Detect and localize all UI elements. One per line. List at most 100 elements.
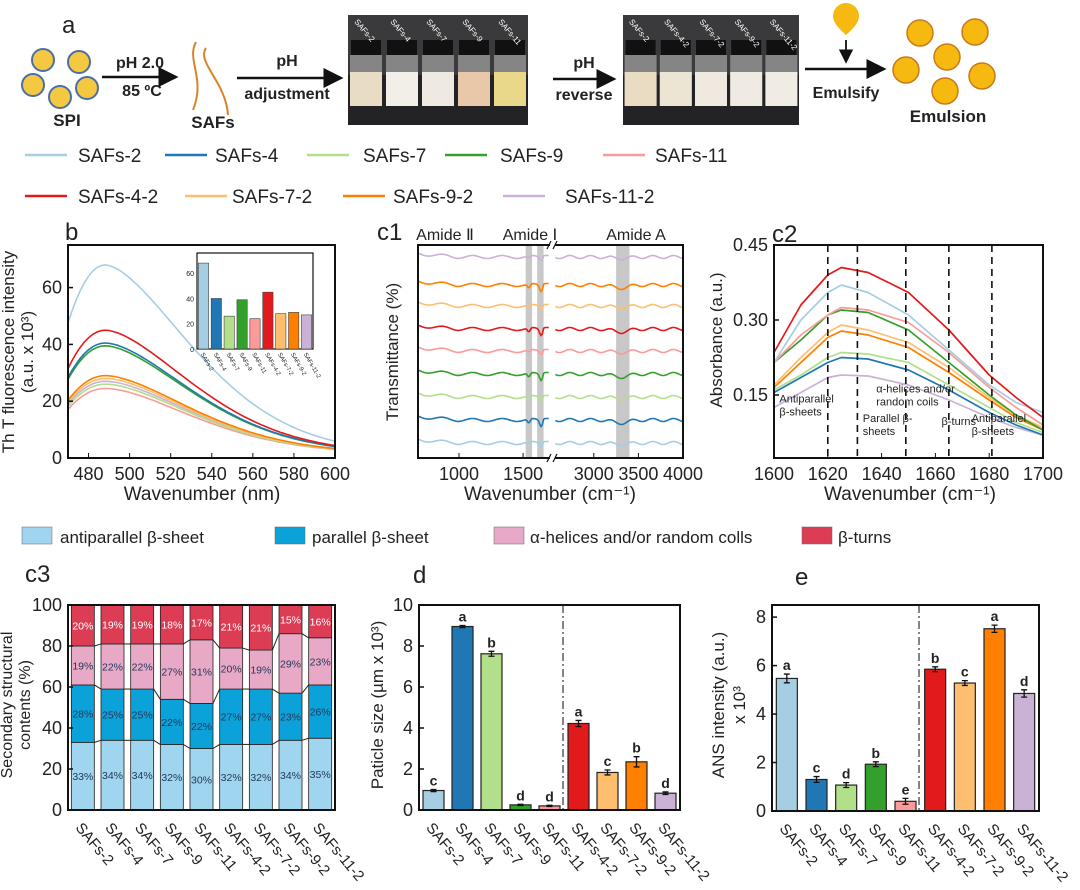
- segment-value-label: 21%: [221, 622, 242, 634]
- trace-SAFs-9: [417, 369, 549, 382]
- x-axis-label: Wavenumber (nm): [124, 484, 281, 505]
- y-tick-label: 8: [756, 607, 766, 627]
- segment-value-label: 31%: [191, 667, 212, 679]
- curve-SAFs-11-2: [773, 374, 1044, 436]
- inset-x-tick-label: SAFs-11-2: [302, 352, 322, 380]
- y-tick-label: 0: [52, 800, 62, 820]
- segment-value-label: 25%: [132, 710, 153, 722]
- segment-value-label: 15%: [280, 614, 301, 626]
- segment-value-label: 32%: [221, 772, 242, 784]
- band-annotation: β-turns: [942, 416, 977, 428]
- spi-particle: [67, 50, 91, 74]
- segment-value-label: 32%: [250, 772, 271, 784]
- segment-value-label: 27%: [250, 712, 271, 724]
- x-tick-label: 560: [238, 464, 268, 484]
- segment-value-label: 22%: [191, 721, 212, 733]
- vial-liquid: [624, 72, 657, 106]
- segment-value-label: 16%: [310, 616, 331, 628]
- plot-frame: [67, 244, 336, 459]
- inset-bar-SAFs-2: [197, 262, 209, 350]
- vial-liquid: [765, 72, 798, 106]
- error-bar: [662, 791, 669, 796]
- legend-label: SAFs-11-2: [565, 187, 654, 208]
- error-bar: [991, 624, 998, 634]
- panel-c3-secondary-structure: c3 33% 28% 19% 20% 34% 25% 22% 19% 34% 25% 22% 19% 32…: [0, 561, 367, 885]
- segment-connector: [183, 698, 191, 704]
- segment-connector: [183, 639, 191, 645]
- y-tick-label: 4: [756, 704, 766, 724]
- significance-letter: a: [991, 608, 999, 624]
- error-bar: [813, 775, 820, 784]
- trace-SAFs-4: [417, 415, 549, 428]
- vial-cap: [351, 40, 381, 55]
- emulsion-droplet: [906, 19, 934, 47]
- x-tick-label: 3500: [618, 464, 658, 484]
- segment-connector: [212, 688, 221, 704]
- error-bar: [459, 624, 466, 629]
- band-annotation: Antiparallel: [972, 413, 1026, 425]
- inset-bar-SAFs-9-2: [288, 312, 300, 350]
- bar-SAFs-2: [775, 677, 798, 812]
- x-tick-label: 1500: [503, 464, 543, 484]
- trace-SAFs-7-2: [555, 303, 684, 310]
- segment-value-label: 19%: [72, 660, 93, 672]
- x-tick-label: 3000: [574, 464, 614, 484]
- spi-label: SPI: [53, 111, 80, 130]
- y-tick-label: 60: [42, 677, 62, 697]
- significance-letter: b: [931, 650, 940, 666]
- panel-label-c3: c3: [25, 561, 50, 588]
- segment-connector: [242, 647, 250, 651]
- oil-droplet-icon: [833, 3, 859, 35]
- curve-SAFs-9-2: [67, 374, 336, 450]
- structure-legend-label: parallel β-sheet: [312, 528, 429, 547]
- band-annotation: β-sheets: [779, 407, 822, 419]
- trace-SAFs-7: [417, 392, 549, 402]
- band-annotation: α-helices and/or: [876, 384, 955, 396]
- significance-letter: d: [661, 775, 670, 791]
- bar-SAFs-4-2: [567, 722, 590, 811]
- y-axis-label: Transmittance (%): [383, 283, 402, 421]
- significance-letter: c: [604, 753, 612, 769]
- y-tick-label: 4: [403, 718, 413, 738]
- panel-e-ans-intensity: eac dbebcad02468SAFs-2SAFs-4SAFs-7SAFs-9S…: [709, 564, 1071, 886]
- legend-label: SAFs-9-2: [393, 187, 473, 208]
- significance-letter: a: [783, 657, 791, 673]
- y-tick-label: 0.15: [733, 385, 768, 405]
- trace-SAFs-7-2: [417, 301, 549, 311]
- plot-frame: [67, 604, 336, 811]
- x-tick-label: 1700: [1023, 464, 1063, 484]
- significance-letter: d: [842, 766, 851, 782]
- inset-y-tick-label: 20: [186, 322, 194, 329]
- y-tick-label: 0: [52, 448, 62, 468]
- band-annotation: sheets: [863, 426, 896, 438]
- curve-SAFs-7-2: [773, 324, 1044, 429]
- segment-connector: [272, 688, 280, 694]
- significance-letter: a: [459, 609, 467, 625]
- structure-legend-label: β-turns: [838, 528, 891, 547]
- significance-letter: b: [487, 634, 496, 650]
- plot-frame: [418, 604, 681, 811]
- error-bar: [575, 719, 582, 728]
- trace-SAFs-11-2: [555, 254, 684, 261]
- legend-label: SAFs-11: [655, 146, 728, 167]
- segment-value-label: 22%: [161, 717, 182, 729]
- panel-label-a: a: [62, 12, 76, 39]
- segment-connector: [153, 688, 161, 700]
- vial-liquid: [494, 72, 526, 106]
- panel-c1-ftir: c1 Amide Ⅱ Amide Ⅰ Amide A 1000 1500 3000 3500 4…: [377, 219, 703, 505]
- y-axis-label: Th T fluorescence intensity: [0, 250, 18, 453]
- x-tick-label: 540: [197, 464, 227, 484]
- band-annotation: Antiparallel: [779, 394, 833, 406]
- bar-SAFs-9-2: [625, 761, 648, 811]
- vial-liquid: [458, 72, 490, 106]
- panel-label-b: b: [65, 219, 78, 246]
- segment-value-label: 19%: [250, 665, 271, 677]
- significance-letter: d: [516, 787, 525, 803]
- y-axis-label: Absorbance (a.u.): [707, 272, 726, 407]
- trace-SAFs-9-2: [555, 282, 684, 291]
- y-tick-label: 80: [42, 636, 62, 656]
- significance-letter: c: [430, 773, 438, 789]
- bar-SAFs-11-2: [1013, 692, 1036, 812]
- plot-frame: [771, 604, 1040, 812]
- vials-photo-adjusted: SAFs-2 SAFs-4 SAFs-7 SAFs-9 SAFs-11: [348, 15, 528, 125]
